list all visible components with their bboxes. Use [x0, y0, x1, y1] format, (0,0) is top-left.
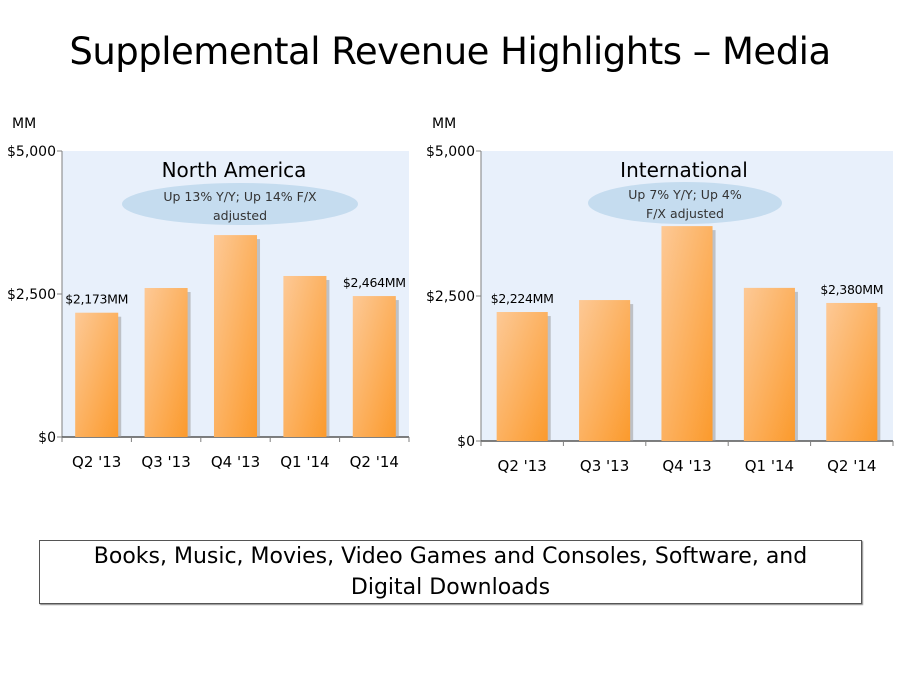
bar — [826, 302, 878, 441]
media-categories-box: Books, Music, Movies, Video Games and Co… — [39, 540, 862, 604]
x-tick-label: Q1 '14 — [745, 457, 794, 475]
chart-title: International — [620, 158, 748, 182]
data-label: $2,464MM — [343, 275, 406, 290]
y-tick-label: $0 — [457, 434, 475, 450]
x-tick-label: Q4 '13 — [211, 453, 260, 471]
media-categories-text: Books, Music, Movies, Video Games and Co… — [93, 544, 808, 600]
bar — [496, 312, 548, 441]
chart-international: MM $0 $2,500 $5,000 International Q2 '13 $2,22… — [426, 116, 894, 475]
x-tick-label: Q3 '13 — [141, 453, 190, 471]
x-tick-label: Q1 '14 — [280, 453, 329, 471]
y-tick-label: $5,000 — [7, 144, 56, 160]
callout-text: F/X adjusted — [646, 206, 724, 221]
bar — [743, 287, 795, 441]
x-tick-label: Q4 '13 — [662, 457, 711, 475]
bar — [213, 235, 258, 437]
slide-title: Supplemental Revenue Highlights – Media — [69, 30, 831, 73]
unit-label: MM — [432, 116, 456, 132]
y-tick-label: $2,500 — [7, 287, 56, 303]
y-tick-label: $5,000 — [426, 144, 475, 160]
bar — [352, 296, 396, 437]
y-tick-label: $0 — [38, 430, 56, 446]
y-tick-label: $2,500 — [426, 289, 475, 305]
bar — [661, 226, 713, 441]
bar — [283, 275, 327, 437]
callout-text: Up 7% Y/Y; Up 4% — [628, 187, 742, 202]
bar — [579, 300, 631, 441]
callout-ellipse — [122, 183, 358, 225]
unit-label: MM — [12, 116, 36, 132]
x-tick-label: Q2 '13 — [498, 457, 547, 475]
data-label: $2,224MM — [491, 291, 554, 306]
chart-north-america: MM $0 $2,500 $5,000 North America Q2 '13 $2,17… — [7, 116, 410, 471]
x-tick-label: Q2 '14 — [827, 457, 876, 475]
bar — [75, 312, 119, 437]
charts-canvas: MM $0 $2,500 $5,000 North America Q2 '13 $2,17… — [7, 116, 894, 475]
data-label: $2,173MM — [65, 292, 128, 307]
data-label: $2,380MM — [820, 282, 883, 297]
x-tick-label: Q3 '13 — [580, 457, 629, 475]
chart-title: North America — [162, 158, 307, 182]
bar — [144, 287, 188, 437]
callout-ellipse — [588, 182, 782, 224]
callout-text: adjusted — [213, 208, 267, 223]
callout-text: Up 13% Y/Y; Up 14% F/X — [163, 189, 317, 204]
x-tick-label: Q2 '13 — [72, 453, 121, 471]
x-tick-label: Q2 '14 — [350, 453, 399, 471]
